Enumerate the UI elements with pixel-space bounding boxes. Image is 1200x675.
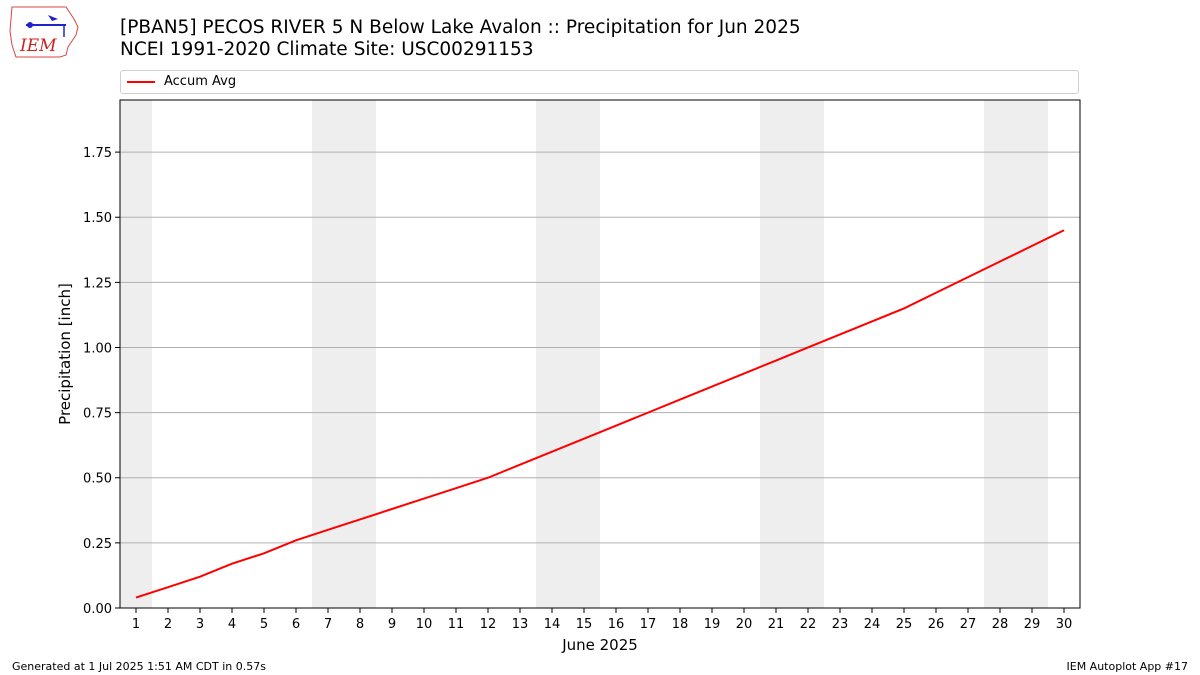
x-tick-label: 20 [736, 617, 753, 632]
generated-timestamp: Generated at 1 Jul 2025 1:51 AM CDT in 0… [12, 660, 266, 673]
x-tick-label: 16 [608, 617, 625, 632]
x-tick-label: 7 [324, 617, 332, 632]
x-tick-label: 5 [260, 617, 268, 632]
title-line-2: NCEI 1991-2020 Climate Site: USC00291153 [120, 39, 534, 60]
x-tick-label: 28 [992, 617, 1009, 632]
x-tick-label: 3 [196, 617, 204, 632]
x-tick-label: 23 [832, 617, 849, 632]
legend-swatch-accum-avg [127, 81, 155, 83]
logo-text: IEM [19, 36, 57, 56]
x-tick-label: 11 [448, 617, 465, 632]
x-tick-label: 30 [1056, 617, 1073, 632]
x-tick-label: 29 [1024, 617, 1041, 632]
legend: Accum Avg [120, 70, 1079, 94]
x-tick-label: 17 [640, 617, 657, 632]
y-axis-ticks: 0.00 0.25 0.50 0.75 1.00 1.25 1.50 1.75 [83, 146, 120, 617]
plot-frame [119, 99, 1081, 609]
weekend-band-2 [536, 100, 600, 608]
legend-label-accum-avg: Accum Avg [164, 74, 237, 89]
y-tick-label: 0.25 [83, 537, 112, 552]
x-tick-label: 13 [512, 617, 529, 632]
x-axis-label: June 2025 [561, 636, 638, 654]
y-axis-label: Precipitation [inch] [56, 283, 74, 425]
series-layer [135, 229, 1065, 599]
y-tick-label: 1.00 [83, 341, 112, 356]
x-tick-label: 25 [896, 617, 913, 632]
y-tick-label: 0.75 [83, 407, 112, 422]
x-tick-label: 1 [132, 617, 140, 632]
y-gridlines [120, 151, 1080, 544]
x-axis-ticks: 1 2 3 4 5 6 7 8 9 10 11 12 13 14 15 16 17 18 19 20 21 22 23 24 2… [132, 608, 1072, 632]
x-tick-label: 14 [544, 617, 561, 632]
app-id: IEM Autoplot App #17 [1066, 660, 1189, 673]
chart-title: [PBAN5] PECOS RIVER 5 N Below Lake Avalo… [120, 17, 801, 61]
title-line-1: [PBAN5] PECOS RIVER 5 N Below Lake Avalo… [120, 17, 801, 38]
x-tick-label: 8 [356, 617, 364, 632]
x-tick-label: 21 [768, 617, 785, 632]
x-tick-label: 22 [800, 617, 817, 632]
x-tick-label: 12 [480, 617, 497, 632]
x-tick-label: 18 [672, 617, 689, 632]
weekend-band-0 [120, 100, 152, 608]
x-tick-label: 4 [228, 617, 236, 632]
weekend-band-4 [984, 100, 1048, 608]
x-tick-label: 15 [576, 617, 593, 632]
y-tick-label: 1.75 [83, 146, 112, 161]
weekend-band-1 [312, 100, 376, 608]
x-tick-label: 26 [928, 617, 945, 632]
x-tick-label: 2 [164, 617, 172, 632]
iem-logo: IEM [8, 5, 82, 59]
y-tick-label: 1.50 [83, 211, 112, 226]
x-tick-label: 6 [292, 617, 300, 632]
y-tick-label: 1.25 [83, 276, 112, 291]
y-tick-label: 0.50 [83, 472, 112, 487]
y-tick-label: 0.00 [83, 602, 112, 617]
x-tick-label: 24 [864, 617, 881, 632]
x-tick-label: 10 [416, 617, 433, 632]
x-tick-label: 27 [960, 617, 977, 632]
x-tick-label: 19 [704, 617, 721, 632]
x-tick-label: 9 [388, 617, 396, 632]
series-line-accum-avg [135, 229, 1065, 599]
weekend-bands [120, 100, 1048, 608]
